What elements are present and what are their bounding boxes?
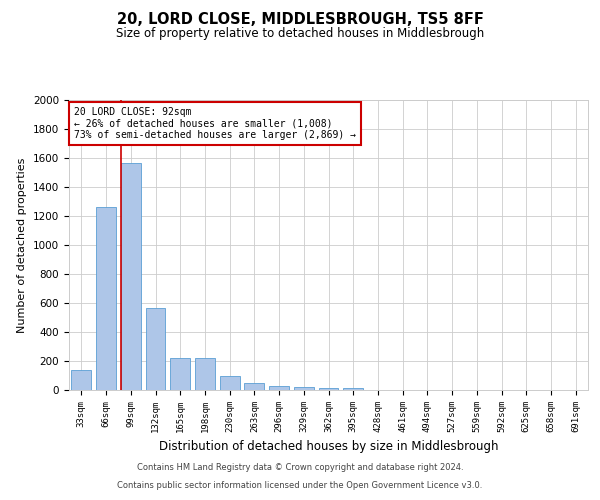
Text: Contains public sector information licensed under the Open Government Licence v3: Contains public sector information licen… xyxy=(118,481,482,490)
Bar xyxy=(71,370,91,390)
Bar xyxy=(269,386,289,390)
Bar xyxy=(170,358,190,390)
Y-axis label: Number of detached properties: Number of detached properties xyxy=(17,158,28,332)
Bar xyxy=(343,388,363,390)
Bar xyxy=(96,206,116,390)
Text: Contains HM Land Registry data © Crown copyright and database right 2024.: Contains HM Land Registry data © Crown c… xyxy=(137,464,463,472)
X-axis label: Distribution of detached houses by size in Middlesbrough: Distribution of detached houses by size … xyxy=(159,440,498,454)
Text: Size of property relative to detached houses in Middlesbrough: Size of property relative to detached ho… xyxy=(116,28,484,40)
Bar xyxy=(319,388,338,390)
Bar xyxy=(294,387,314,390)
Bar xyxy=(244,383,264,390)
Bar xyxy=(146,308,166,390)
Text: 20 LORD CLOSE: 92sqm
← 26% of detached houses are smaller (1,008)
73% of semi-de: 20 LORD CLOSE: 92sqm ← 26% of detached h… xyxy=(74,108,356,140)
Bar xyxy=(195,358,215,390)
Text: 20, LORD CLOSE, MIDDLESBROUGH, TS5 8FF: 20, LORD CLOSE, MIDDLESBROUGH, TS5 8FF xyxy=(116,12,484,28)
Bar xyxy=(220,376,239,390)
Bar xyxy=(121,163,140,390)
